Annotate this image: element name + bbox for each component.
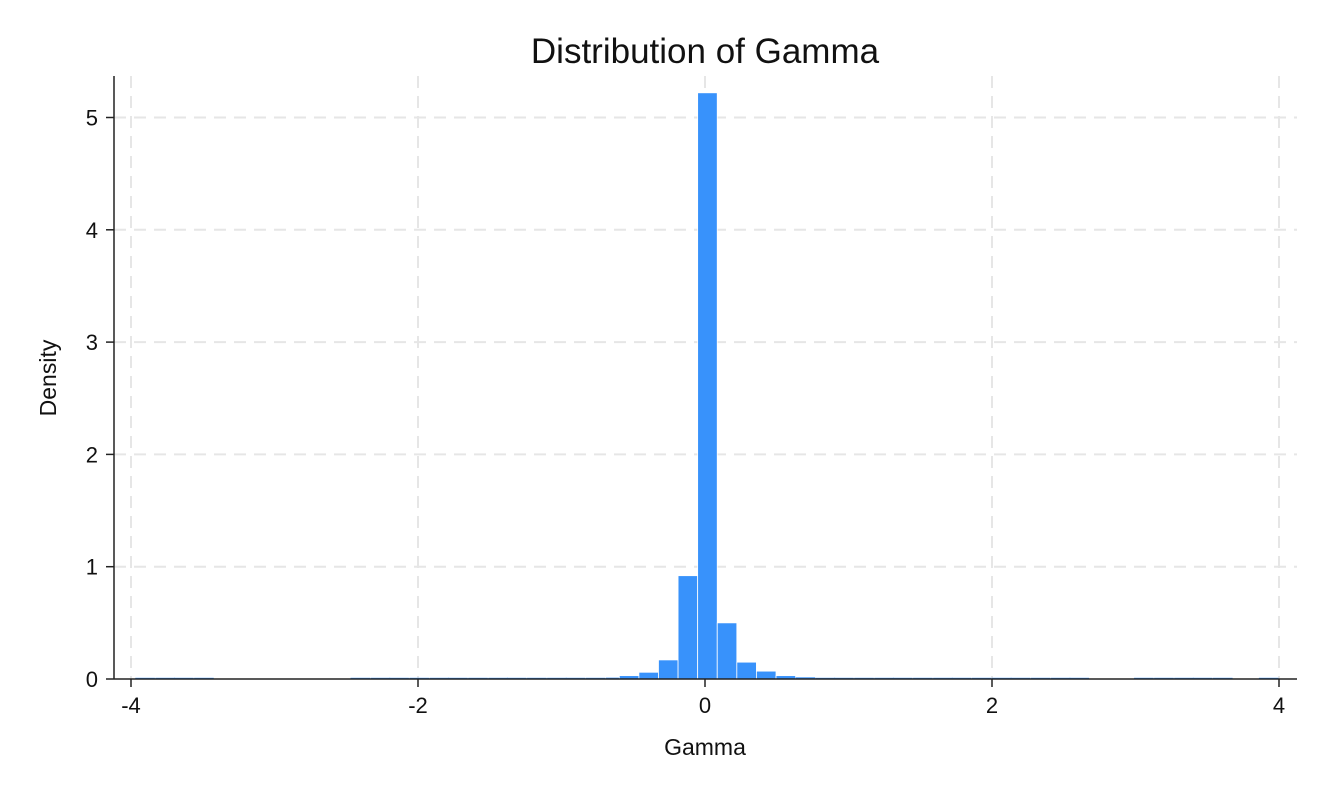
histogram-bar [756, 670, 777, 680]
histogram-bar [716, 622, 738, 680]
histogram-bar [795, 677, 816, 679]
y-tick-label: 3 [86, 330, 98, 355]
x-tick-label: 2 [986, 693, 998, 718]
y-tick-label: 0 [86, 667, 98, 692]
y-tick-label: 5 [86, 106, 98, 131]
histogram-bar [736, 661, 757, 680]
histogram-bars [135, 92, 1279, 680]
y-tick-label: 1 [86, 555, 98, 580]
x-tick-label: 4 [1273, 693, 1285, 718]
y-axis-title: Density [35, 339, 61, 416]
chart-title: Distribution of Gamma [531, 32, 880, 71]
x-tick-label: -4 [121, 693, 141, 718]
histogram-bar [697, 92, 718, 680]
y-tick-label: 2 [86, 442, 98, 467]
histogram-bar [658, 659, 679, 680]
x-tick-label: 0 [699, 693, 711, 718]
histogram-bar [638, 671, 659, 680]
x-axis-title: Gamma [664, 734, 746, 760]
x-axis-ticks: -4 -2 0 2 4 [121, 679, 1285, 718]
y-axis-ticks: 0 1 2 3 4 5 [86, 106, 114, 692]
histogram-bar [677, 575, 699, 680]
x-tick-label: -2 [408, 693, 428, 718]
y-tick-label: 4 [86, 218, 98, 243]
